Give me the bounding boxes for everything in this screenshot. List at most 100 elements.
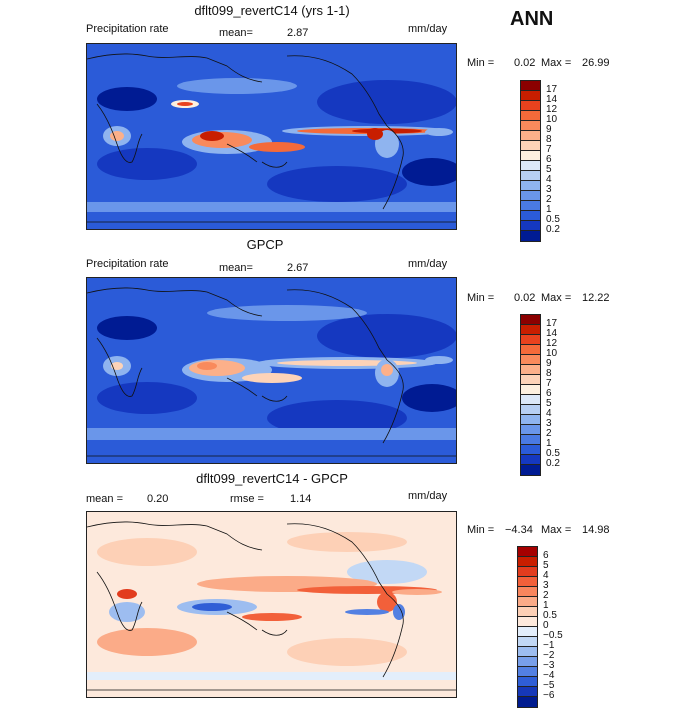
panel1-max-label: Max = [541,57,572,69]
colorbar-tick-label: 0 [543,620,549,631]
panel3-rmse-value: 1.14 [290,493,312,505]
colorbar-swatch [521,231,540,241]
colorbar-swatch [518,667,537,677]
colorbar-tick-label: 0.5 [543,610,557,621]
colorbar-tick-label: 6 [546,154,552,165]
colorbar-tick-label: −1 [543,640,555,651]
colorbar-swatch [521,415,540,425]
colorbar-swatch [521,395,540,405]
colorbar-tick-label: −3 [543,660,555,671]
panel1-min-value: 0.02 [514,57,536,69]
colorbar-tick-label: 10 [546,114,558,125]
colorbar-swatch [521,345,540,355]
colorbar-swatch [521,151,540,161]
panel3-rmse-label: rmse = [230,493,264,505]
panel3-max-label: Max = [541,524,572,536]
colorbar-swatch [521,315,540,325]
colorbar-tick-label: 14 [546,94,558,105]
colorbar-tick-label: 0.2 [546,224,560,235]
panel2-units: mm/day [408,258,448,270]
panel3-mean-value: 0.20 [147,493,169,505]
colorbar-swatch [518,687,537,697]
colorbar-tick-label: 3 [546,418,552,429]
colorbar-tick-label: 5 [546,164,552,175]
colorbar-tick-label: 5 [546,398,552,409]
colorbar-tick-label: −6 [543,690,555,701]
panel3-map [86,511,457,698]
panel1-units: mm/day [408,23,448,35]
panel2-map [86,277,457,464]
colorbar-tick-label: 4 [543,570,549,581]
colorbar-tick-label: 7 [546,378,552,389]
panel3-min-label: Min = [467,524,495,536]
colorbar-tick-label: 0.2 [546,458,560,469]
colorbar-swatch [518,597,537,607]
colorbar-swatch [521,445,540,455]
colorbar-swatch [521,375,540,385]
colorbar-swatch [521,325,540,335]
colorbar-tick-label: 1 [546,204,552,215]
panel3-max-value: 14.98 [582,524,610,536]
panel2-max-label: Max = [541,292,572,304]
colorbar-tick-label: 0.5 [546,448,560,459]
colorbar-tick-label: 3 [543,580,549,591]
colorbar-tick-label: 12 [546,104,558,115]
panel3-colorbar [517,546,538,708]
colorbar-swatch [518,677,537,687]
colorbar-swatch [521,91,540,101]
colorbar-tick-label: 10 [546,348,558,359]
panel3-title: dflt099_revertC14 - GPCP [196,471,348,486]
panel3-units: mm/day [408,490,448,502]
colorbar-swatch [521,171,540,181]
colorbar-tick-label: 9 [546,358,552,369]
colorbar-tick-label: 5 [543,560,549,571]
colorbar-tick-label: 2 [546,428,552,439]
colorbar-swatch [521,201,540,211]
colorbar-swatch [521,365,540,375]
colorbar-swatch [518,637,537,647]
colorbar-swatch [521,81,540,91]
colorbar-tick-label: −4 [543,670,555,681]
panel2-variable-label: Precipitation rate [86,258,169,270]
panel1-map [86,43,457,230]
panel1-colorbar [520,80,541,242]
colorbar-swatch [518,647,537,657]
colorbar-tick-label: 14 [546,328,558,339]
panel1-mean-value: 2.87 [287,27,309,39]
colorbar-tick-label: 12 [546,338,558,349]
colorbar-swatch [521,211,540,221]
colorbar-swatch [518,657,537,667]
colorbar-swatch [521,385,540,395]
colorbar-swatch [521,121,540,131]
colorbar-tick-label: 8 [546,134,552,145]
colorbar-tick-label: −5 [543,680,555,691]
colorbar-swatch [521,455,540,465]
colorbar-swatch [521,191,540,201]
panel2-mean-label: mean= [219,262,253,274]
colorbar-tick-label: 2 [543,590,549,601]
colorbar-swatch [521,435,540,445]
colorbar-swatch [518,577,537,587]
colorbar-tick-label: 4 [546,174,552,185]
panel1-min-label: Min = [467,57,495,69]
colorbar-swatch [518,617,537,627]
panel2-title: GPCP [246,237,284,252]
colorbar-tick-label: 8 [546,368,552,379]
colorbar-swatch [518,697,537,707]
colorbar-swatch [518,557,537,567]
colorbar-swatch [521,465,540,475]
colorbar-swatch [518,567,537,577]
colorbar-swatch [518,547,537,557]
colorbar-tick-label: 17 [546,84,558,95]
panel1-variable-label: Precipitation rate [86,23,169,35]
colorbar-swatch [521,425,540,435]
season-label: ANN [510,8,554,30]
colorbar-swatch [518,607,537,617]
colorbar-swatch [521,161,540,171]
colorbar-tick-label: 7 [546,144,552,155]
colorbar-swatch [521,335,540,345]
colorbar-swatch [518,627,537,637]
colorbar-tick-label: −0.5 [543,630,563,641]
panel2-max-value: 12.22 [582,292,610,304]
colorbar-tick-label: 3 [546,184,552,195]
